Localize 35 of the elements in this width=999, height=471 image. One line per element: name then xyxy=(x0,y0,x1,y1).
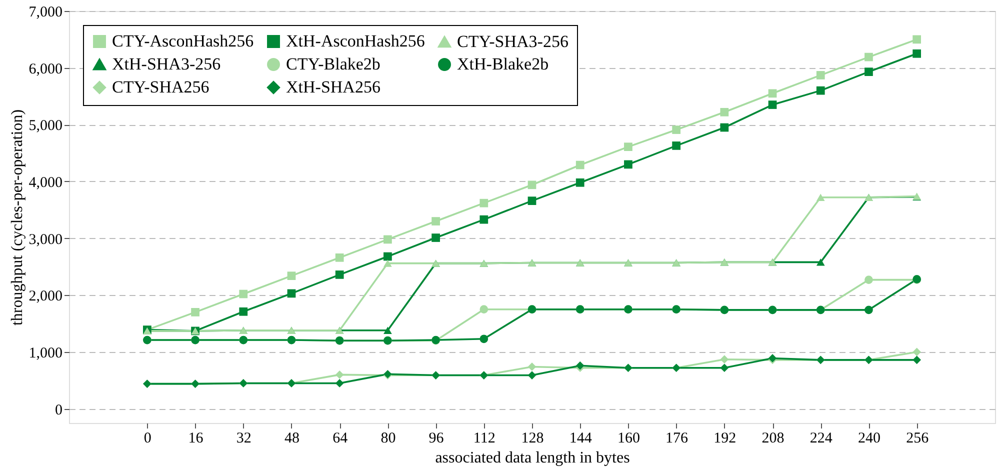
x-axis-title: associated data length in bytes xyxy=(435,450,630,466)
x-tick-label: 48 xyxy=(284,430,300,446)
y-tick-label: 5,000 xyxy=(28,118,62,134)
x-tick-label: 160 xyxy=(617,430,640,446)
x-tick-label: 192 xyxy=(714,430,736,446)
legend-label: XtH-SHA3-256 xyxy=(112,54,221,74)
x-tick-label: 256 xyxy=(906,430,930,446)
x-tick-label: 176 xyxy=(666,430,689,446)
x-tick-label: 112 xyxy=(473,430,496,446)
x-tick-label: 208 xyxy=(762,430,784,446)
y-axis-title: throughput (cycles-per-operation) xyxy=(8,109,26,326)
legend-label: CTY-SHA3-256 xyxy=(457,32,568,51)
y-tick-label: 3,000 xyxy=(28,232,62,248)
y-tick-label: 7,000 xyxy=(28,4,62,20)
legend-label: XtH-SHA256 xyxy=(286,78,380,96)
x-tick-label: 0 xyxy=(144,430,152,446)
y-tick-label: 2,000 xyxy=(28,288,62,305)
x-tick-label: 128 xyxy=(521,430,544,446)
legend-label: CTY-SHA256 xyxy=(112,78,210,96)
y-tick-label: 1,000 xyxy=(28,345,62,362)
x-tick-label: 144 xyxy=(569,430,592,446)
x-tick-label: 224 xyxy=(810,430,833,446)
legend-label: CTY-AsconHash256 xyxy=(112,32,254,51)
x-tick-label: 80 xyxy=(380,430,396,446)
x-tick-label: 16 xyxy=(188,430,204,446)
x-tick-label: 32 xyxy=(236,430,252,446)
y-tick-label: 6,000 xyxy=(28,61,62,78)
x-tick-label: 240 xyxy=(858,430,880,446)
legend-label: XtH-AsconHash256 xyxy=(286,32,425,51)
y-tick-label: 0 xyxy=(55,402,62,418)
x-tick-label: 64 xyxy=(332,430,348,446)
legend-label: CTY-Blake2b xyxy=(286,54,380,74)
x-tick-label: 96 xyxy=(428,430,444,446)
y-tick-label: 4,000 xyxy=(28,174,62,191)
legend-label: XtH-Blake2b xyxy=(457,54,549,74)
